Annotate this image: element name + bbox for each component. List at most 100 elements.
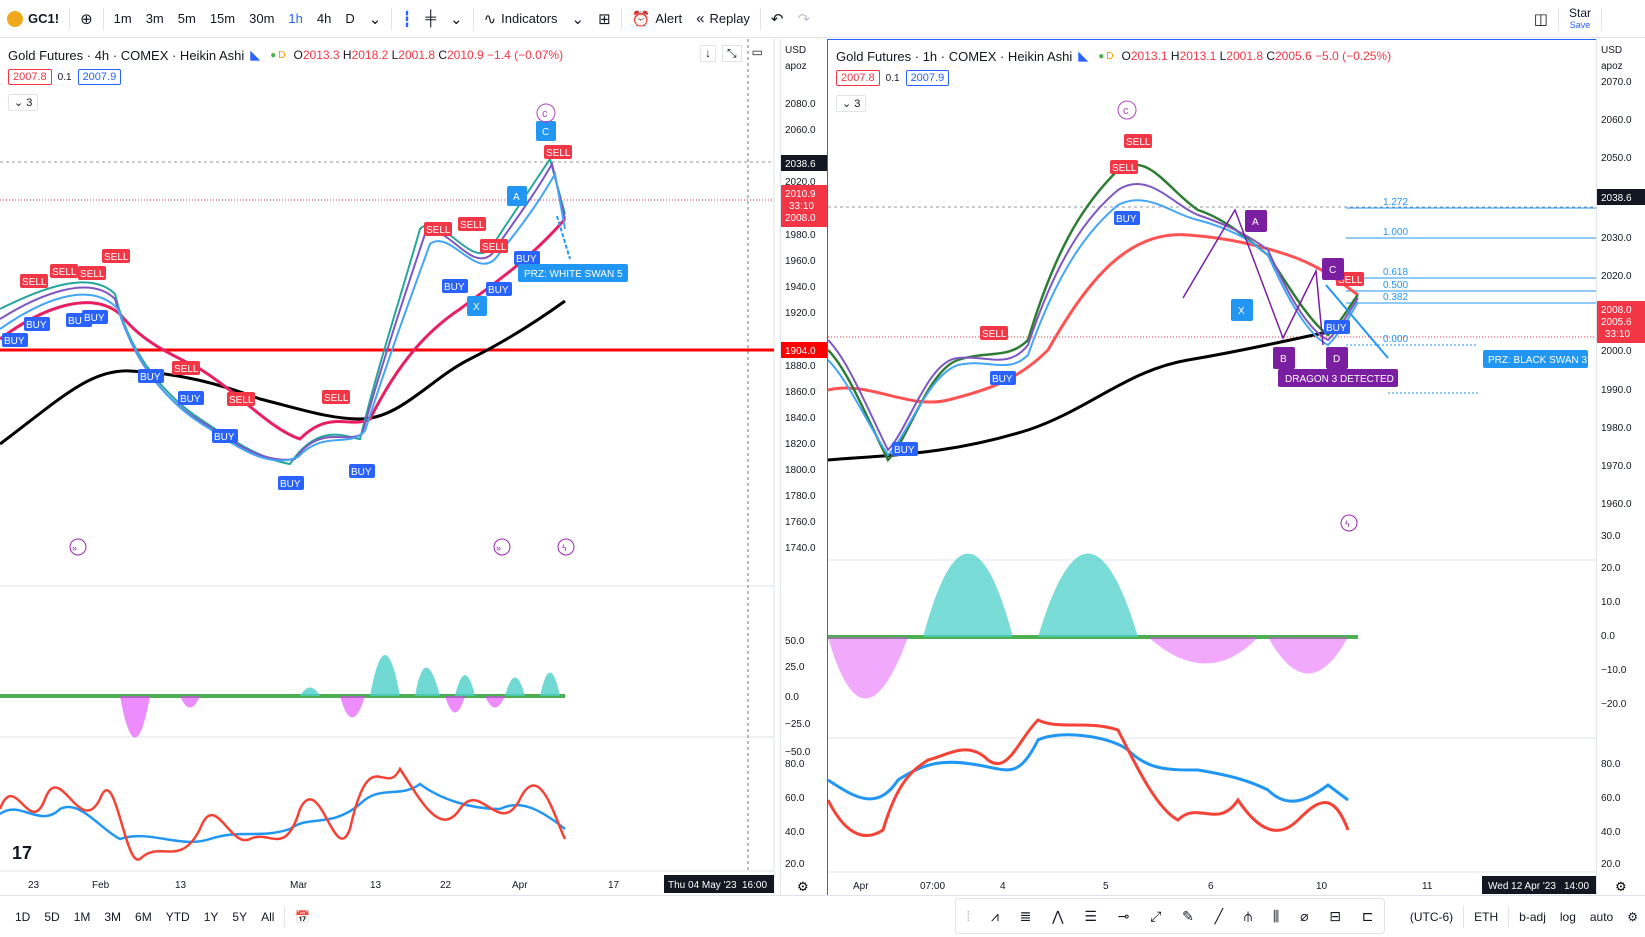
drag-handle-icon[interactable]: ⁞ — [966, 908, 971, 924]
drawing-toolbar: ⁞ ⩘ ≣ ⋀ ☰ ⊸ ⤢ ✎ ╱ ⫛ ⫼ ⌀ ⊟ ⊏ — [955, 898, 1385, 934]
alert-button[interactable]: ⏰ Alert — [625, 0, 689, 38]
auto-toggle[interactable]: auto — [1589, 909, 1614, 924]
save-label: Save — [1569, 19, 1591, 30]
indicators-dropdown[interactable]: ⌄ — [565, 0, 592, 38]
measure-icon[interactable]: ⊟ — [1329, 907, 1342, 924]
chart-type-dropdown[interactable]: ⌄ — [443, 0, 470, 38]
right-collapse-toggle[interactable]: ⌄ 3 — [836, 95, 867, 112]
svg-text:−25.0: −25.0 — [785, 719, 811, 730]
left-price-axis[interactable]: USD apoz 2080.0 2060.0 2020.0 1980.0 196… — [780, 39, 827, 895]
svg-text:−20.0: −20.0 — [1601, 699, 1627, 710]
brush-icon[interactable]: ✎ — [1182, 907, 1194, 924]
right-chart-pane[interactable]: 1.272 1.000 0.618 0.500 0.382 0.000 — [827, 39, 1596, 895]
right-price-axis[interactable]: USD apoz 2070.0 2060.0 2050.0 2030.0 202… — [1596, 39, 1645, 895]
abc-pattern-icon[interactable]: ⋀ — [1052, 907, 1064, 924]
interval-5m[interactable]: 5m — [177, 11, 196, 26]
left-chart-pane[interactable]: SELL SELL SELL SELL SELL SELL SELL SELL … — [0, 39, 780, 895]
svg-text:A: A — [513, 192, 520, 203]
range-1m[interactable]: 1M — [73, 909, 91, 924]
svg-text:14:00: 14:00 — [1564, 881, 1589, 892]
right-ask[interactable]: 2007.9 — [905, 70, 950, 86]
svg-text:60.0: 60.0 — [1601, 793, 1621, 804]
replay-button[interactable]: « Replay — [689, 0, 757, 38]
range-5y[interactable]: 5Y — [232, 909, 248, 924]
svg-text:SELL: SELL — [982, 329, 1007, 340]
undo-icon: ↶ — [770, 10, 784, 28]
svg-text:1920.0: 1920.0 — [785, 308, 816, 319]
range-5d[interactable]: 5D — [44, 909, 60, 924]
ruler-icon[interactable]: ⊏ — [1361, 907, 1374, 924]
bar-type-button[interactable]: ╪ — [418, 0, 443, 38]
collapse-icon[interactable]: ⤡ — [722, 45, 742, 62]
adj-toggle[interactable]: b-adj — [1519, 909, 1546, 924]
left-bid[interactable]: 2007.8 — [8, 69, 52, 85]
calendar-icon: 📅 — [295, 909, 311, 924]
range-all[interactable]: All — [261, 909, 275, 924]
session-button[interactable]: ETH — [1474, 909, 1499, 924]
arrow-down-icon[interactable]: ↓ — [700, 45, 716, 62]
left-ask[interactable]: 2007.9 — [77, 69, 122, 85]
fib-tool-icon[interactable]: ☰ — [1084, 907, 1097, 924]
gold-logo-icon — [7, 10, 23, 27]
right-chart-canvas[interactable]: 1.272 1.000 0.618 0.500 0.382 0.000 — [828, 40, 1596, 895]
redo-icon: ↷ — [797, 10, 811, 28]
layout-button[interactable]: ⊞ — [591, 0, 618, 38]
spiral-icon[interactable]: ⌀ — [1300, 907, 1309, 924]
interval-1m[interactable]: 1m — [113, 11, 132, 26]
svg-text:2030.0: 2030.0 — [1601, 233, 1632, 244]
left-sell-signals: SELL SELL SELL SELL SELL SELL SELL SELL … — [20, 145, 572, 406]
indicators-button[interactable]: ∿ Indicators — [477, 0, 565, 38]
log-toggle[interactable]: log — [1559, 909, 1576, 924]
interval-1h[interactable]: 1h — [288, 11, 303, 26]
left-chart-canvas[interactable]: SELL SELL SELL SELL SELL SELL SELL SELL … — [0, 39, 780, 895]
redo-button[interactable]: ↷ — [791, 0, 818, 38]
range-6m[interactable]: 6M — [135, 909, 152, 924]
pitchfork-icon[interactable]: ⫛ — [1243, 907, 1253, 924]
range-1d[interactable]: 1D — [15, 909, 31, 924]
svg-text:SELL: SELL — [1112, 163, 1137, 174]
left-collapse-toggle[interactable]: ⌄ 3 — [8, 94, 39, 111]
svg-text:25.0: 25.0 — [785, 662, 805, 673]
svg-text:Wed 12 Apr '23: Wed 12 Apr '23 — [1488, 881, 1556, 892]
maximize-icon[interactable]: ▭ — [751, 45, 763, 59]
fullscreen-button[interactable] — [1605, 0, 1645, 38]
svg-text:X: X — [473, 302, 480, 313]
svg-text:DRAGON 3 DETECTED: DRAGON 3 DETECTED — [1285, 374, 1394, 385]
range-ytd[interactable]: YTD — [165, 909, 190, 924]
right-title[interactable]: Gold Futures · 1h · COMEX · Heikin Ashi — [836, 48, 1073, 64]
right-bid[interactable]: 2007.8 — [836, 70, 880, 86]
parallel-channel-icon[interactable]: ≣ — [1019, 907, 1032, 924]
trend-line-icon[interactable]: ╱ — [1214, 907, 1224, 924]
timezone-button[interactable]: (UTC-6) — [1409, 909, 1454, 924]
interval-30m[interactable]: 30m — [249, 11, 275, 26]
left-legend: Gold Futures · 4h · COMEX · Heikin Ashi … — [8, 47, 563, 63]
ray-icon[interactable]: ⤢ — [1150, 907, 1162, 924]
status-dots: ● — [1098, 50, 1105, 62]
grid-icon: ⊞ — [598, 10, 611, 28]
interval-d[interactable]: D — [345, 11, 355, 26]
left-title[interactable]: Gold Futures · 4h · COMEX · Heikin Ashi — [8, 47, 245, 63]
interval-dropdown[interactable]: ⌄ — [362, 0, 389, 38]
chart-type-button[interactable]: ┇ — [395, 0, 418, 38]
account-save[interactable]: Star Save — [1562, 0, 1598, 38]
top-toolbar: GC1! ⊕ 1m 3m 5m 15m 30m 1h 4h D ⌄ ┇ ╪ ⌄ … — [0, 0, 1645, 38]
svg-text:SELL: SELL — [174, 364, 199, 375]
svg-text:1780.0: 1780.0 — [785, 491, 816, 502]
layout-toggle-button[interactable]: ◫ — [1527, 0, 1555, 38]
horizontal-line-icon[interactable]: ⊸ — [1117, 907, 1130, 924]
goto-date-button[interactable]: 📅 — [288, 910, 317, 924]
range-3m[interactable]: 3M — [104, 909, 122, 924]
range-1y[interactable]: 1Y — [203, 909, 219, 924]
svg-text:2080.0: 2080.0 — [785, 99, 816, 110]
chart-settings-button[interactable]: ⚙ — [1620, 910, 1645, 924]
symbol-label: GC1! — [28, 11, 60, 26]
compare-button[interactable]: ⊕ — [73, 0, 100, 38]
interval-15m[interactable]: 15m — [209, 11, 236, 26]
symbol-search[interactable]: GC1! — [0, 0, 66, 38]
interval-4h[interactable]: 4h — [316, 11, 332, 26]
interval-3m[interactable]: 3m — [145, 11, 164, 26]
pattern-tool-icon[interactable]: ⩘ — [991, 907, 999, 924]
svg-text:10.0: 10.0 — [1601, 597, 1621, 608]
gann-icon[interactable]: ⫼ — [1272, 907, 1280, 924]
undo-button[interactable]: ↶ — [764, 0, 791, 38]
